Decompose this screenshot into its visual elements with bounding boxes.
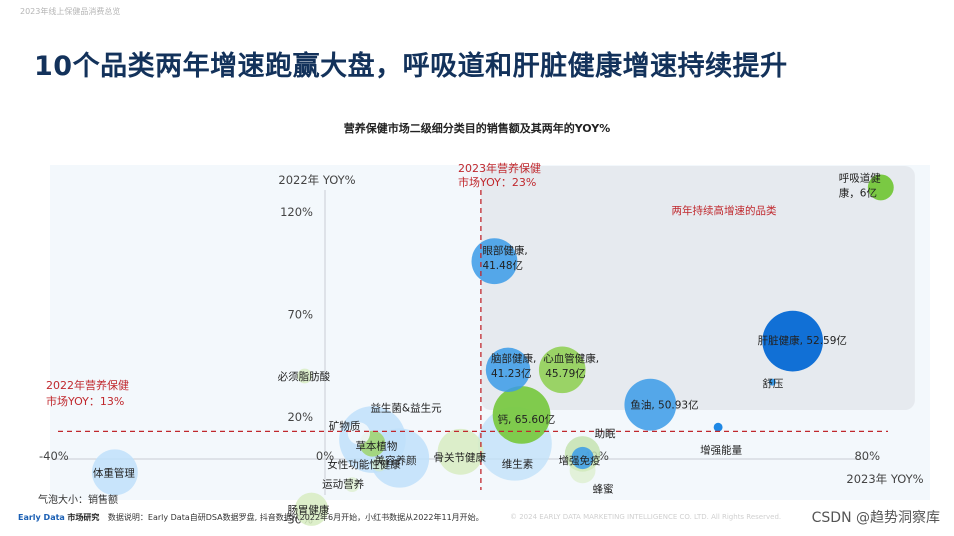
bubble-label: 肠胃健康 bbox=[287, 503, 329, 516]
bubble-眼部健康，41.48亿 bbox=[471, 238, 518, 285]
page-title: 10个品类两年增速跑赢大盘，呼吸道和肝脏健康增速持续提升 bbox=[34, 51, 788, 82]
bubble-label: 钙, 65.60亿 bbox=[498, 413, 556, 426]
bubble-label: 眼部健康, bbox=[482, 244, 527, 257]
bubble-label-line2: 41.48亿 bbox=[482, 259, 523, 272]
bubble-label: 增强免疫 bbox=[559, 454, 601, 467]
bubble-肠胃健康 bbox=[294, 492, 329, 526]
bubble-label: 矿物质 bbox=[329, 419, 361, 432]
brand-logo-text: Early Data bbox=[18, 513, 65, 522]
bubble-label: 体重管理 bbox=[93, 466, 135, 479]
bubble-label: 心血管健康, bbox=[543, 352, 599, 365]
bubble-label-line2: 45.79亿 bbox=[545, 367, 586, 380]
footer-note: Early Data 市场研究 数据说明：Early Data自研DSA数据罗盘… bbox=[18, 512, 484, 523]
bubble-label-line2: 康，6亿 bbox=[839, 186, 877, 199]
bubble-label: 增强能量 bbox=[700, 443, 742, 456]
x-tick-label: 80% bbox=[854, 449, 880, 463]
bubble-label: 美容养颜 bbox=[375, 454, 417, 467]
y-axis-title: 2022年 YOY% bbox=[278, 173, 355, 187]
bubble-label: 必须脂肪酸 bbox=[278, 370, 331, 383]
brand-subtitle: 市场研究 bbox=[67, 513, 100, 522]
high-growth-region-label: 两年持续高增速的品类 bbox=[672, 204, 777, 217]
bubble-钙，65.60亿 bbox=[492, 386, 551, 444]
bubble-呼吸道健康，6亿 bbox=[867, 174, 894, 201]
bubble-label: 益生菌&益生元 bbox=[370, 402, 442, 415]
watermark-text: CSDN @趋势洞察库 bbox=[811, 510, 940, 526]
bubble-label: 呼吸道健 bbox=[839, 171, 881, 184]
x-axis-title: 2023年 YOY% bbox=[846, 472, 923, 486]
bubble-label: 蜂蜜 bbox=[593, 482, 614, 495]
y-tick-label: 20% bbox=[287, 410, 313, 424]
bubble-label: 骨关节健康 bbox=[434, 451, 487, 464]
reference-label-2023-line1: 2023年营养保健 bbox=[458, 161, 541, 175]
bubble-label: 女性功能性健康 bbox=[327, 458, 401, 471]
bubble-矿物质 bbox=[347, 422, 370, 445]
reference-label-2022-line1: 2022年营养保健 bbox=[46, 378, 129, 392]
size-legend: 气泡大小：销售额 bbox=[38, 493, 118, 506]
breadcrumb: 2023年线上保健品消费总览 bbox=[20, 7, 121, 16]
bubble-运动营养 bbox=[344, 477, 360, 493]
y-tick-label: 120% bbox=[280, 205, 313, 219]
bubble-label: 肝脏健康, 52.59亿 bbox=[758, 334, 847, 347]
bubble-骨关节健康 bbox=[437, 428, 484, 475]
bubble-女性功能性健康 bbox=[371, 456, 387, 472]
bubble-增强能量 bbox=[713, 422, 723, 432]
x-tick-label: -40% bbox=[39, 449, 69, 463]
bubble-增强免疫 bbox=[571, 446, 594, 470]
bubble-肝脏健康，52.59亿 bbox=[762, 310, 824, 372]
bubble-心血管健康，45.79亿 bbox=[538, 346, 586, 394]
x-tick-label: 0% bbox=[316, 449, 334, 463]
bubble-舒压 bbox=[768, 378, 776, 386]
bubble-label: 舒压 bbox=[762, 377, 783, 390]
bubble-label: 维生素 bbox=[502, 458, 534, 471]
data-note: 数据说明：Early Data自研DSA数据罗盘, 抖音数据从2022年6月开始… bbox=[107, 513, 484, 522]
bubble-label: 助眠 bbox=[595, 427, 616, 440]
bubble-必须脂肪酸 bbox=[297, 368, 313, 384]
bubble-label: 草本植物 bbox=[355, 440, 397, 453]
bubble-体重管理 bbox=[91, 449, 138, 496]
reference-label-2022-line2: 市场YOY：13% bbox=[46, 394, 124, 408]
bubble-label: 鱼油, 50.93亿 bbox=[630, 399, 698, 412]
bubble-label: 运动营养 bbox=[322, 478, 364, 491]
bubble-鱼油，50.93亿 bbox=[624, 378, 677, 431]
chart-title: 营养保健市场二级细分类目的销售额及其两年的YOY% bbox=[343, 122, 611, 135]
y-tick-label: 70% bbox=[287, 308, 313, 322]
copyright-text: © 2024 EARLY DATA MARKETING INTELLIGENCE… bbox=[510, 513, 782, 521]
bubble-脑部健康，41.23亿 bbox=[485, 347, 531, 393]
reference-label-2023-line2: 市场YOY：23% bbox=[458, 175, 536, 189]
bubble-label-line2: 41.23亿 bbox=[491, 367, 532, 380]
bubble-label: 脑部健康, bbox=[491, 352, 536, 365]
